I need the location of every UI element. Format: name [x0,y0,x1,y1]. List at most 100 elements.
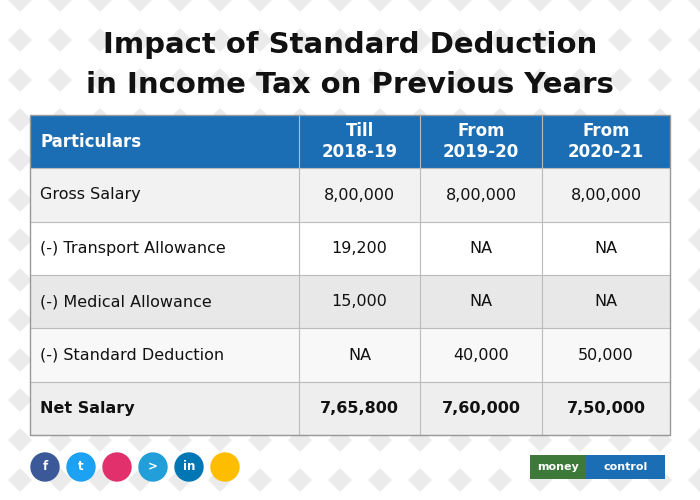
Polygon shape [48,348,72,372]
Polygon shape [488,388,512,412]
Polygon shape [48,108,72,132]
Polygon shape [88,108,112,132]
Polygon shape [568,348,592,372]
Polygon shape [528,28,552,52]
Bar [30,168,670,222]
Polygon shape [368,228,392,252]
Polygon shape [128,68,152,92]
Polygon shape [128,188,152,212]
Polygon shape [488,188,512,212]
Polygon shape [688,28,700,52]
Polygon shape [48,468,72,492]
Polygon shape [608,268,632,292]
Polygon shape [448,468,472,492]
Polygon shape [368,28,392,52]
Text: 50,000: 50,000 [578,348,634,362]
Polygon shape [8,348,32,372]
Polygon shape [648,228,672,252]
Polygon shape [368,68,392,92]
Polygon shape [168,148,192,172]
Polygon shape [648,468,672,492]
Polygon shape [528,308,552,332]
Polygon shape [328,268,352,292]
Polygon shape [128,0,152,12]
Polygon shape [688,428,700,452]
Polygon shape [288,108,312,132]
Polygon shape [168,468,192,492]
Polygon shape [168,228,192,252]
Polygon shape [288,0,312,12]
Polygon shape [288,28,312,52]
Text: in Income Tax on Previous Years: in Income Tax on Previous Years [86,71,614,99]
Bar [30,115,670,168]
Polygon shape [688,388,700,412]
Text: 40,000: 40,000 [454,348,509,362]
Polygon shape [88,388,112,412]
Polygon shape [488,108,512,132]
Polygon shape [568,308,592,332]
Polygon shape [48,268,72,292]
Polygon shape [168,68,192,92]
Polygon shape [88,68,112,92]
Polygon shape [128,388,152,412]
Polygon shape [48,188,72,212]
Circle shape [31,453,59,481]
Text: 8,00,000: 8,00,000 [324,188,396,202]
Polygon shape [288,308,312,332]
Polygon shape [448,28,472,52]
Polygon shape [648,0,672,12]
Polygon shape [208,28,232,52]
Polygon shape [288,188,312,212]
Polygon shape [448,428,472,452]
Circle shape [175,453,203,481]
Polygon shape [8,388,32,412]
Polygon shape [408,468,432,492]
Text: 7,50,000: 7,50,000 [566,401,645,416]
Polygon shape [608,228,632,252]
Polygon shape [88,148,112,172]
Polygon shape [688,228,700,252]
Polygon shape [248,188,272,212]
Polygon shape [168,308,192,332]
Polygon shape [608,108,632,132]
Polygon shape [128,428,152,452]
Polygon shape [128,148,152,172]
Polygon shape [328,108,352,132]
Polygon shape [448,308,472,332]
Polygon shape [408,428,432,452]
Polygon shape [48,388,72,412]
Text: (-) Medical Allowance: (-) Medical Allowance [40,294,211,309]
Polygon shape [688,68,700,92]
Circle shape [139,453,167,481]
Polygon shape [8,428,32,452]
Polygon shape [648,68,672,92]
Polygon shape [408,268,432,292]
Polygon shape [288,148,312,172]
Polygon shape [208,188,232,212]
Polygon shape [408,348,432,372]
Text: Particulars: Particulars [40,132,141,150]
Polygon shape [448,268,472,292]
Polygon shape [328,188,352,212]
Polygon shape [608,348,632,372]
Polygon shape [528,468,552,492]
Text: control: control [603,462,648,472]
Polygon shape [648,428,672,452]
Polygon shape [488,68,512,92]
Polygon shape [208,308,232,332]
Polygon shape [288,228,312,252]
Polygon shape [688,188,700,212]
Polygon shape [568,428,592,452]
Polygon shape [528,68,552,92]
Polygon shape [248,108,272,132]
Text: From
2019-20: From 2019-20 [443,122,519,161]
Polygon shape [88,268,112,292]
Polygon shape [208,348,232,372]
Polygon shape [8,268,32,292]
Polygon shape [88,228,112,252]
Polygon shape [88,348,112,372]
Bar [30,275,670,328]
Polygon shape [168,0,192,12]
Polygon shape [608,468,632,492]
Polygon shape [48,228,72,252]
